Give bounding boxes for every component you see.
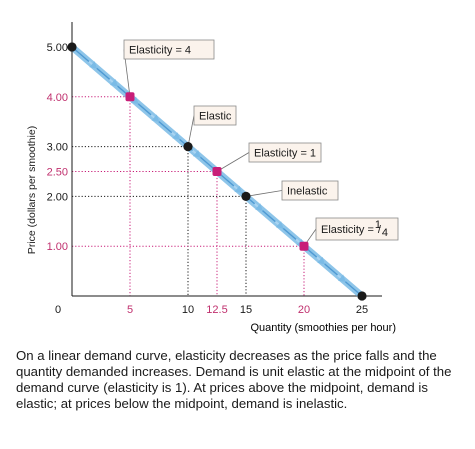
callout-fraction-numerator: 1 bbox=[375, 219, 381, 231]
callout-fraction-denominator: 4 bbox=[382, 227, 388, 239]
callout-box-2 bbox=[248, 142, 322, 163]
y-tick-label-2: 3.00 bbox=[47, 142, 68, 154]
x-tick-label-2: 10 bbox=[182, 304, 194, 316]
curve-arrow-10 bbox=[274, 220, 284, 229]
callout-label-2: Elasticity = 1 bbox=[254, 148, 316, 160]
demand-elasticity-chart: 5.004.003.002.502.001.00 0 5 10 12.5 15 20 25 … bbox=[26, 22, 399, 334]
x-axis-label: Quantity (smoothies per hour) bbox=[250, 322, 396, 334]
point-2 bbox=[183, 142, 193, 152]
callout-label-4: Elasticity = bbox=[321, 224, 374, 236]
curve-arrow-1 bbox=[88, 60, 98, 69]
data-points bbox=[67, 42, 367, 301]
point-6 bbox=[357, 291, 367, 301]
figure-caption: On a linear demand curve, elasticity dec… bbox=[16, 348, 452, 411]
callouts: Elasticity = 4 Elastic Elasticity = 1 Inela… bbox=[123, 39, 399, 241]
point-unit-marker-1 bbox=[125, 92, 135, 102]
y-tick-label-3: 2.50 bbox=[47, 167, 68, 179]
point-4 bbox=[241, 191, 251, 201]
x-tick-label-3: 12.5 bbox=[206, 304, 227, 316]
callout-leader-2 bbox=[216, 152, 250, 172]
x-tick-labels: 0 5 10 12.5 15 20 25 bbox=[55, 304, 368, 316]
y-tick-label-4: 2.00 bbox=[47, 191, 68, 203]
callout-label-0: Elasticity = 4 bbox=[129, 45, 191, 57]
callout-leader-3 bbox=[245, 190, 283, 197]
curve-arrow-4 bbox=[150, 114, 160, 123]
point-unit-marker-3 bbox=[212, 167, 222, 176]
curve-arrow-9 bbox=[253, 203, 263, 212]
x-tick-label-6: 25 bbox=[356, 304, 368, 316]
x-tick-label-4: 15 bbox=[240, 304, 252, 316]
y-tick-labels: 5.00 4.00 3.00 2.50 2.00 1.00 bbox=[47, 42, 68, 253]
y-tick-label-1: 4.00 bbox=[47, 92, 68, 104]
y-axis-label: Price (dollars per smoothie) bbox=[26, 126, 38, 254]
callout-fraction-slash: / bbox=[378, 224, 382, 236]
callout-label-3: Inelastic bbox=[287, 186, 328, 198]
callout-box-4 bbox=[315, 217, 399, 241]
curve-arrow-5 bbox=[171, 131, 181, 140]
callout-box-1 bbox=[193, 105, 237, 126]
dotted-guide-lines bbox=[72, 96, 305, 296]
x-tick-label-5: 20 bbox=[298, 304, 310, 316]
y-tick-label-0: 5.00 bbox=[47, 42, 68, 54]
y-tick-label-5: 1.00 bbox=[47, 241, 68, 253]
callout-box-3 bbox=[281, 180, 339, 201]
curve-arrow-2 bbox=[108, 78, 118, 87]
point-unit-marker-5 bbox=[299, 241, 309, 251]
curve-arrow-12 bbox=[316, 256, 326, 265]
curve-arrow-6 bbox=[191, 149, 201, 158]
curve-arrow-13 bbox=[336, 274, 346, 283]
callout-leader-1 bbox=[187, 115, 195, 147]
x-tick-label-0: 0 bbox=[55, 304, 61, 316]
callout-box-0 bbox=[123, 39, 215, 60]
callout-label-1: Elastic bbox=[199, 111, 232, 123]
axes bbox=[71, 22, 382, 297]
curve-arrow-8 bbox=[233, 185, 243, 194]
point-0 bbox=[67, 42, 77, 52]
x-tick-label-1: 5 bbox=[127, 304, 133, 316]
